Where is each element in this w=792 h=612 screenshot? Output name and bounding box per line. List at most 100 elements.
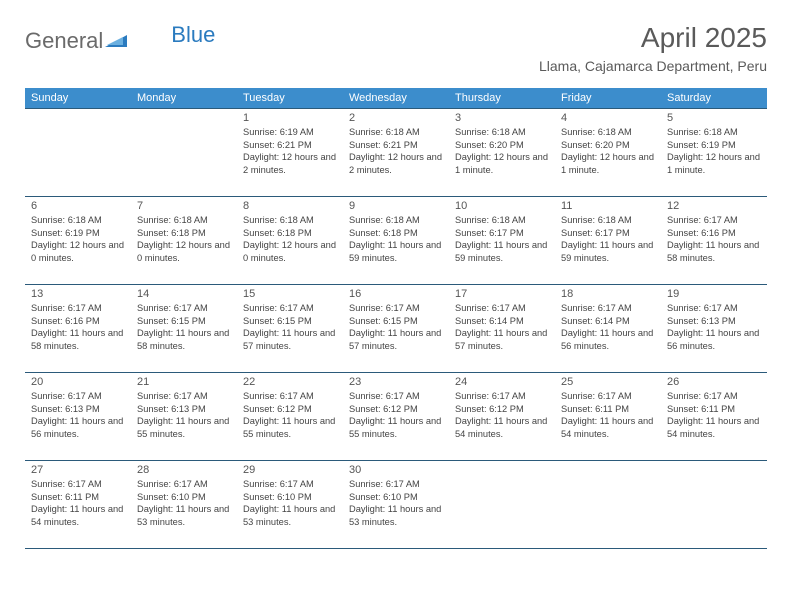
day-number: 25 [561,376,655,388]
weekday-header: Monday [131,88,237,109]
day-number: 23 [349,376,443,388]
day-number: 21 [137,376,231,388]
calendar-day-cell: 21 Sunrise: 6:17 AMSunset: 6:13 PMDayligh… [131,373,237,461]
day-number: 27 [31,464,125,476]
calendar-day-cell: 24 Sunrise: 6:17 AMSunset: 6:12 PMDayligh… [449,373,555,461]
day-details: Sunrise: 6:17 AMSunset: 6:16 PMDaylight:… [31,302,125,352]
calendar-day-cell: 7 Sunrise: 6:18 AMSunset: 6:18 PMDaylight… [131,197,237,285]
calendar-day-cell: 17 Sunrise: 6:17 AMSunset: 6:14 PMDayligh… [449,285,555,373]
month-title: April 2025 [539,22,767,54]
day-details: Sunrise: 6:18 AMSunset: 6:21 PMDaylight:… [349,126,443,176]
calendar-day-cell: 16 Sunrise: 6:17 AMSunset: 6:15 PMDayligh… [343,285,449,373]
day-details: Sunrise: 6:17 AMSunset: 6:13 PMDaylight:… [667,302,761,352]
day-details: Sunrise: 6:18 AMSunset: 6:20 PMDaylight:… [455,126,549,176]
day-details: Sunrise: 6:17 AMSunset: 6:11 PMDaylight:… [561,390,655,440]
calendar-day-cell: 30 Sunrise: 6:17 AMSunset: 6:10 PMDayligh… [343,461,449,549]
day-details: Sunrise: 6:18 AMSunset: 6:19 PMDaylight:… [31,214,125,264]
calendar-day-cell: 6 Sunrise: 6:18 AMSunset: 6:19 PMDaylight… [25,197,131,285]
calendar-day-cell: 1 Sunrise: 6:19 AMSunset: 6:21 PMDaylight… [237,109,343,197]
day-details: Sunrise: 6:18 AMSunset: 6:20 PMDaylight:… [561,126,655,176]
calendar-day-cell: 4 Sunrise: 6:18 AMSunset: 6:20 PMDaylight… [555,109,661,197]
day-details: Sunrise: 6:18 AMSunset: 6:17 PMDaylight:… [455,214,549,264]
calendar-day-cell: 5Sunrise: 6:18 AMSunset: 6:19 PMDaylight… [661,109,767,197]
day-number: 16 [349,288,443,300]
day-number: 30 [349,464,443,476]
calendar-day-cell: 12 Sunrise: 6:17 AMSunset: 6:16 PMDayligh… [661,197,767,285]
day-details: Sunrise: 6:17 AMSunset: 6:15 PMDaylight:… [137,302,231,352]
day-number: 7 [137,200,231,212]
day-number: 3 [455,112,549,124]
title-block: April 2025 Llama, Cajamarca Department, … [539,22,767,74]
calendar-header-row: SundayMondayTuesdayWednesdayThursdayFrid… [25,88,767,109]
day-number: 5 [667,112,761,124]
day-number: 22 [243,376,337,388]
calendar-empty-cell [555,461,661,549]
day-details: Sunrise: 6:17 AMSunset: 6:16 PMDaylight:… [667,214,761,264]
location-subtitle: Llama, Cajamarca Department, Peru [539,58,767,74]
calendar-day-cell: 25 Sunrise: 6:17 AMSunset: 6:11 PMDayligh… [555,373,661,461]
day-number: 26 [667,376,761,388]
day-details: Sunrise: 6:17 AMSunset: 6:15 PMDaylight:… [243,302,337,352]
day-number: 28 [137,464,231,476]
day-number: 4 [561,112,655,124]
day-details: Sunrise: 6:18 AMSunset: 6:18 PMDaylight:… [137,214,231,264]
calendar-day-cell: 18 Sunrise: 6:17 AMSunset: 6:14 PMDayligh… [555,285,661,373]
day-number: 1 [243,112,337,124]
calendar-day-cell: 13Sunrise: 6:17 AMSunset: 6:16 PMDayligh… [25,285,131,373]
weekday-header: Thursday [449,88,555,109]
calendar-day-cell: 29 Sunrise: 6:17 AMSunset: 6:10 PMDayligh… [237,461,343,549]
day-details: Sunrise: 6:17 AMSunset: 6:15 PMDaylight:… [349,302,443,352]
calendar-week-row: 13Sunrise: 6:17 AMSunset: 6:16 PMDayligh… [25,285,767,373]
weekday-header: Wednesday [343,88,449,109]
day-details: Sunrise: 6:17 AMSunset: 6:11 PMDaylight:… [667,390,761,440]
day-number: 15 [243,288,337,300]
calendar-empty-cell [131,109,237,197]
day-details: Sunrise: 6:18 AMSunset: 6:18 PMDaylight:… [349,214,443,264]
day-details: Sunrise: 6:17 AMSunset: 6:11 PMDaylight:… [31,478,125,528]
calendar-empty-cell [661,461,767,549]
calendar-day-cell: 9 Sunrise: 6:18 AMSunset: 6:18 PMDaylight… [343,197,449,285]
day-details: Sunrise: 6:17 AMSunset: 6:10 PMDaylight:… [243,478,337,528]
day-number: 17 [455,288,549,300]
calendar-day-cell: 3 Sunrise: 6:18 AMSunset: 6:20 PMDaylight… [449,109,555,197]
calendar-week-row: 27 Sunrise: 6:17 AMSunset: 6:11 PMDayligh… [25,461,767,549]
calendar-day-cell: 27 Sunrise: 6:17 AMSunset: 6:11 PMDayligh… [25,461,131,549]
day-details: Sunrise: 6:17 AMSunset: 6:13 PMDaylight:… [137,390,231,440]
day-number: 20 [31,376,125,388]
day-details: Sunrise: 6:17 AMSunset: 6:12 PMDaylight:… [455,390,549,440]
day-details: Sunrise: 6:17 AMSunset: 6:10 PMDaylight:… [349,478,443,528]
day-details: Sunrise: 6:18 AMSunset: 6:17 PMDaylight:… [561,214,655,264]
weekday-header: Saturday [661,88,767,109]
calendar-day-cell: 28 Sunrise: 6:17 AMSunset: 6:10 PMDayligh… [131,461,237,549]
calendar-day-cell: 10Sunrise: 6:18 AMSunset: 6:17 PMDayligh… [449,197,555,285]
calendar-day-cell: 23Sunrise: 6:17 AMSunset: 6:12 PMDayligh… [343,373,449,461]
day-number: 6 [31,200,125,212]
logo: General Blue [25,22,177,54]
calendar-empty-cell [25,109,131,197]
header: General Blue April 2025 Llama, Cajamarca… [25,22,767,74]
day-details: Sunrise: 6:17 AMSunset: 6:13 PMDaylight:… [31,390,125,440]
day-details: Sunrise: 6:17 AMSunset: 6:12 PMDaylight:… [243,390,337,440]
day-number: 19 [667,288,761,300]
calendar-day-cell: 8Sunrise: 6:18 AMSunset: 6:18 PMDaylight… [237,197,343,285]
page: General Blue April 2025 Llama, Cajamarca… [0,0,792,559]
day-number: 2 [349,112,443,124]
calendar-day-cell: 20 Sunrise: 6:17 AMSunset: 6:13 PMDayligh… [25,373,131,461]
day-number: 18 [561,288,655,300]
day-number: 29 [243,464,337,476]
day-number: 12 [667,200,761,212]
day-details: Sunrise: 6:17 AMSunset: 6:14 PMDaylight:… [561,302,655,352]
day-number: 24 [455,376,549,388]
calendar-week-row: 6 Sunrise: 6:18 AMSunset: 6:19 PMDaylight… [25,197,767,285]
calendar-week-row: 1 Sunrise: 6:19 AMSunset: 6:21 PMDaylight… [25,109,767,197]
day-details: Sunrise: 6:18 AMSunset: 6:18 PMDaylight:… [243,214,337,264]
day-number: 11 [561,200,655,212]
calendar-day-cell: 26 Sunrise: 6:17 AMSunset: 6:11 PMDayligh… [661,373,767,461]
calendar-day-cell: 19 Sunrise: 6:17 AMSunset: 6:13 PMDayligh… [661,285,767,373]
day-number: 9 [349,200,443,212]
day-details: Sunrise: 6:17 AMSunset: 6:10 PMDaylight:… [137,478,231,528]
day-details: Sunrise: 6:19 AMSunset: 6:21 PMDaylight:… [243,126,337,176]
day-details: Sunrise: 6:17 AMSunset: 6:14 PMDaylight:… [455,302,549,352]
weekday-header: Sunday [25,88,131,109]
calendar-week-row: 20 Sunrise: 6:17 AMSunset: 6:13 PMDayligh… [25,373,767,461]
